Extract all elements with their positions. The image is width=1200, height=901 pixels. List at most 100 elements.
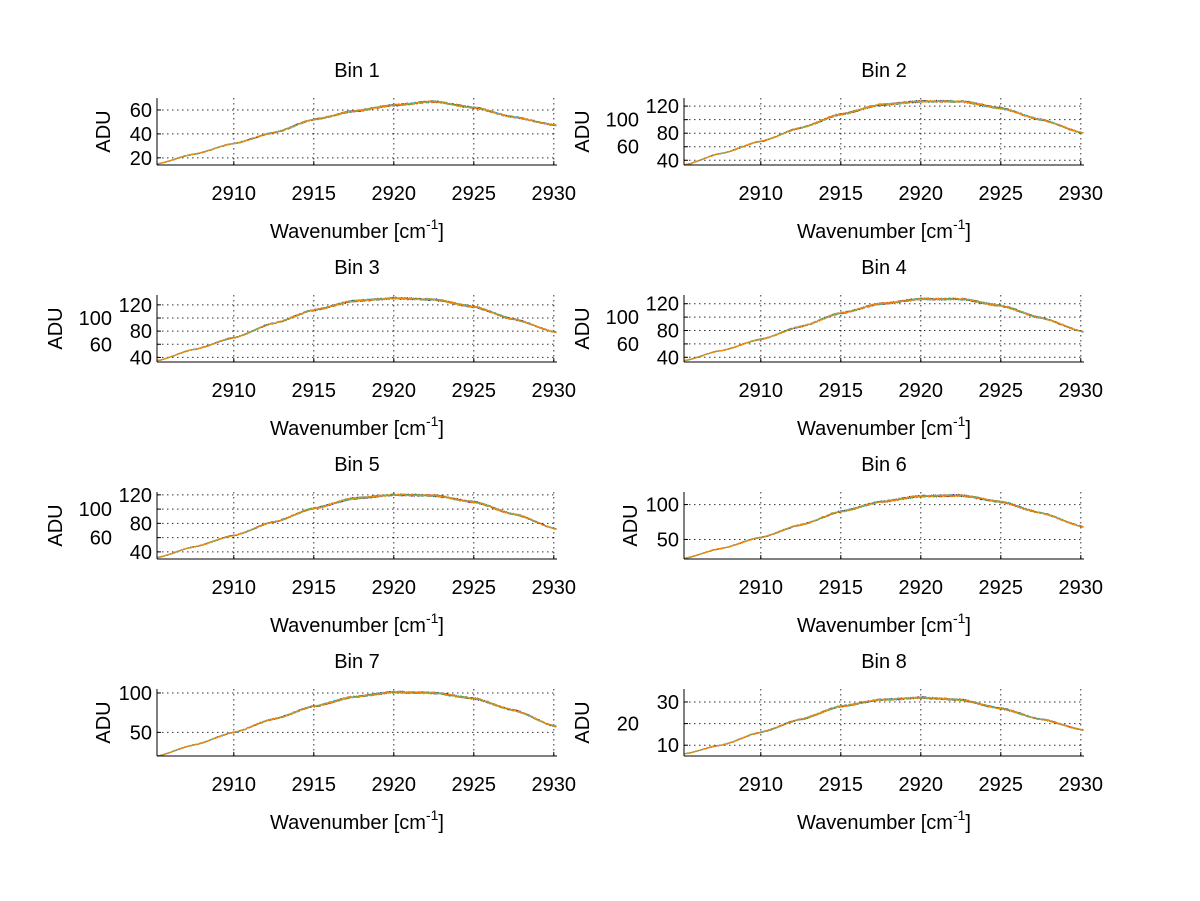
y-tick-label: 120 [646, 96, 679, 118]
y-tick-label: 40 [657, 347, 679, 369]
x-axis-label-superscript: -1 [953, 216, 966, 232]
series-line-1 [683, 297, 1084, 362]
y-tick-label: 10 [657, 735, 679, 757]
x-axis-label-end: ] [965, 615, 971, 637]
y-axis-label: ADU [45, 307, 67, 349]
x-tick-label: 2915 [819, 183, 864, 205]
x-axis-label-main: Wavenumber [cm [797, 418, 953, 440]
x-tick-label: 2925 [452, 380, 497, 402]
y-tick-label: 40 [130, 347, 152, 369]
subplot-title: Bin 3 [334, 257, 380, 279]
x-tick-label: 2930 [1059, 380, 1104, 402]
series-line-3 [156, 493, 557, 559]
series-line-5 [683, 696, 1084, 755]
x-axis-label-end: ] [438, 812, 444, 834]
x-axis-label-superscript: -1 [426, 610, 439, 626]
x-tick-label: 2920 [372, 774, 417, 796]
series-line-1 [156, 690, 557, 757]
y-axis-label: ADU [93, 701, 115, 743]
x-axis-label-main: Wavenumber [cm [270, 221, 426, 243]
series-line-5 [683, 297, 1084, 362]
y-tick-label: 80 [657, 321, 679, 343]
x-axis-label: Wavenumber [cm-1] [270, 413, 444, 440]
x-axis-label-superscript: -1 [426, 807, 439, 823]
x-tick-label: 2910 [212, 183, 257, 205]
x-tick-label: 2910 [739, 577, 784, 599]
series-line-1 [157, 493, 557, 558]
x-tick-label: 2930 [532, 183, 577, 205]
x-tick-label: 2915 [292, 774, 337, 796]
y-tick-label: 120 [119, 295, 152, 317]
x-axis-label-end: ] [965, 221, 971, 243]
x-tick-label: 2930 [1059, 577, 1104, 599]
x-tick-label: 2920 [899, 577, 944, 599]
subplot-title: Bin 8 [861, 651, 907, 673]
series-line-2 [683, 696, 1084, 755]
series-line-2 [157, 296, 557, 362]
y-axis-label: ADU [93, 110, 115, 152]
x-tick-label: 2925 [979, 577, 1024, 599]
series-line-5 [156, 690, 557, 757]
subplot-title: Bin 5 [334, 454, 380, 476]
series-line-2 [683, 99, 1084, 166]
x-axis-label: Wavenumber [cm-1] [270, 807, 444, 834]
series-line-4 [156, 493, 557, 559]
series-line-3 [683, 696, 1084, 755]
series-line-5 [157, 493, 557, 559]
series-line-5 [684, 494, 1084, 559]
y-tick-label: 80 [130, 321, 152, 343]
x-axis-label-end: ] [438, 221, 444, 243]
x-tick-label: 2920 [372, 577, 417, 599]
x-tick-label: 2910 [212, 577, 257, 599]
x-tick-label: 2915 [292, 577, 337, 599]
x-tick-label: 2910 [739, 183, 784, 205]
series-line-1 [683, 99, 1084, 166]
y-tick-label: 40 [130, 542, 152, 564]
y-tick-label: 60 [617, 334, 639, 356]
series-line-1 [683, 696, 1084, 755]
x-axis-label: Wavenumber [cm-1] [797, 610, 971, 637]
x-axis-label-main: Wavenumber [cm [797, 221, 953, 243]
series-line-3 [683, 494, 1084, 559]
series-line-2 [683, 297, 1084, 362]
y-axis-label: ADU [572, 307, 594, 349]
series-line-5 [683, 99, 1084, 166]
series-line-3 [683, 297, 1084, 362]
y-tick-label: 120 [646, 294, 679, 316]
x-axis-label-end: ] [438, 615, 444, 637]
x-tick-label: 2915 [819, 380, 864, 402]
x-axis-label-superscript: -1 [426, 216, 439, 232]
y-axis-label: ADU [572, 701, 594, 743]
x-axis-label-superscript: -1 [953, 807, 966, 823]
subplot-bin-8: 2910 2915 2920 2925 2930 10 20 30 Bin 8 ADU Wavenu… [572, 651, 1103, 834]
y-tick-label: 100 [79, 499, 112, 521]
x-axis-label-main: Wavenumber [cm [270, 418, 426, 440]
x-tick-label: 2910 [739, 774, 784, 796]
series-line-4 [683, 297, 1084, 362]
x-tick-label: 2910 [739, 380, 784, 402]
series-line-5 [156, 296, 557, 362]
series-line-2 [683, 493, 1084, 559]
subplot-title: Bin 7 [334, 651, 380, 673]
subplot-title: Bin 2 [861, 60, 907, 82]
x-tick-label: 2925 [979, 380, 1024, 402]
x-tick-label: 2920 [372, 183, 417, 205]
x-tick-label: 2930 [532, 380, 577, 402]
series-line-4 [683, 696, 1084, 755]
x-axis-label-end: ] [438, 418, 444, 440]
y-tick-label: 120 [119, 485, 152, 507]
subplot-bin-6: 2910 2915 2920 2925 2930 50 100 Bin 6 ADU Wavenum… [620, 454, 1103, 637]
x-tick-label: 2930 [1059, 183, 1104, 205]
x-tick-label: 2920 [899, 183, 944, 205]
series-line-5 [156, 99, 557, 165]
x-axis-label-main: Wavenumber [cm [797, 812, 953, 834]
y-tick-label: 50 [130, 722, 152, 744]
series-line-3 [156, 690, 557, 757]
x-tick-label: 2910 [212, 380, 257, 402]
y-tick-label: 60 [130, 100, 152, 122]
x-tick-label: 2925 [452, 774, 497, 796]
x-axis-label-superscript: -1 [953, 413, 966, 429]
subplot-bin-4: 2910 2915 2920 2925 2930 40 60 80 100 120 Bin 4 ADU… [572, 257, 1103, 440]
